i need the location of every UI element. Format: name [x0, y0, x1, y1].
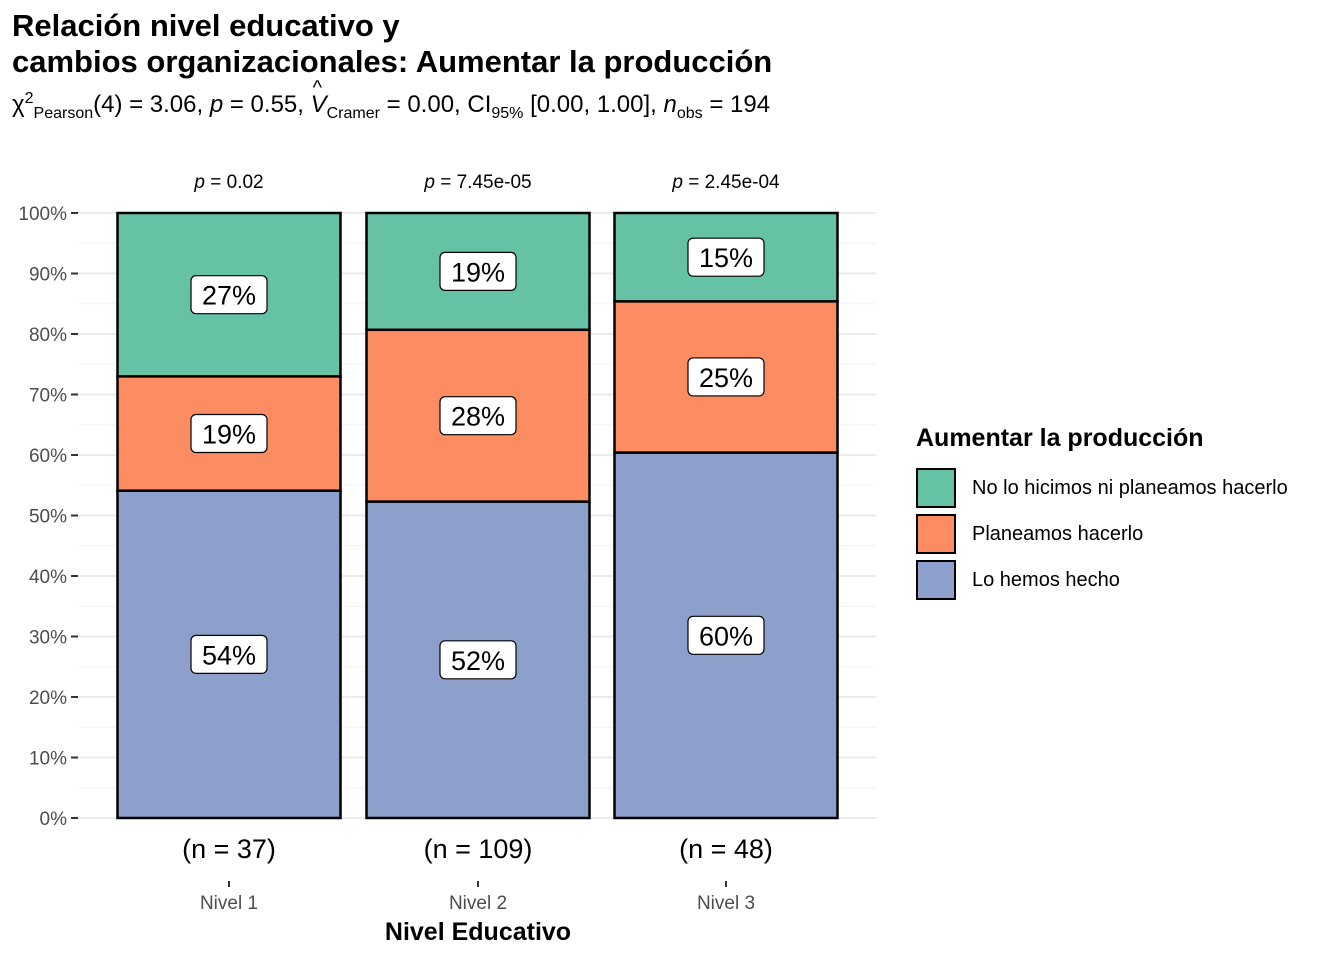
v-label: ^ V: [310, 77, 327, 119]
chi-value: (4) = 3.06,: [93, 91, 204, 118]
p-value-label: p = 0.02: [193, 172, 263, 193]
y-tick-label: 60%: [29, 446, 67, 467]
ci-sub: 95%: [491, 104, 524, 122]
y-tick-label: 50%: [29, 507, 67, 528]
data-label-box: [190, 275, 268, 315]
legend-label-1: Planeamos hacerlo: [972, 522, 1144, 545]
legend-key-0: [916, 468, 956, 508]
chi-sub: Pearson: [33, 104, 94, 122]
legend-item-1: Planeamos hacerlo: [916, 511, 1288, 557]
chart-subtitle: χ2Pearson(4) = 3.06, p = 0.55, ^ VCramer …: [12, 77, 771, 123]
p-value-label: p = 7.45e-05: [423, 172, 531, 193]
data-label-box: [687, 237, 765, 277]
y-tick-label: 0%: [40, 809, 68, 830]
data-label: 60%: [699, 621, 753, 651]
y-tick-label: 90%: [29, 265, 67, 286]
data-label: 25%: [699, 363, 753, 393]
data-label-box: [439, 396, 517, 436]
p-label: p: [209, 91, 224, 118]
y-tick-label: 80%: [29, 325, 67, 346]
chi-sup: 2: [24, 90, 34, 107]
p-value-label: p = 2.45e-04: [671, 172, 780, 193]
legend: Aumentar la producción No lo hicimos ni …: [916, 424, 1288, 603]
data-label: 54%: [202, 640, 256, 670]
data-label: 28%: [451, 402, 505, 432]
ci-value: [0.00, 1.00],: [530, 91, 657, 118]
data-label-box: [687, 357, 765, 397]
data-label-box: [439, 251, 517, 291]
data-label-box: [439, 640, 517, 680]
v-value: = 0.00,: [386, 91, 461, 118]
y-tick-label: 40%: [29, 567, 67, 588]
y-tick-label: 70%: [29, 386, 67, 407]
v-letter: V: [310, 91, 327, 118]
n-sub: obs: [676, 104, 703, 122]
data-label-box: [190, 634, 268, 674]
chi-symbol: χ: [12, 91, 25, 118]
n-label: (n = 109): [424, 834, 533, 864]
legend-key-2: [916, 560, 956, 600]
x-axis-title: Nivel Educativo: [385, 918, 571, 946]
ci-label: CI: [467, 91, 492, 118]
data-label-box: [687, 615, 765, 655]
n-label: n: [663, 91, 677, 118]
chart-title-line-2: cambios organizacionales: Aumentar la pr…: [12, 44, 773, 79]
legend-key-1: [916, 514, 956, 554]
y-tick-label: 30%: [29, 628, 67, 649]
y-tick-label: 10%: [29, 749, 67, 770]
n-label: (n = 37): [182, 834, 276, 864]
x-tick-label: Nivel 1: [200, 893, 258, 914]
data-label: 19%: [202, 420, 256, 450]
p-value: = 0.55,: [229, 91, 304, 118]
data-label: 52%: [451, 646, 505, 676]
y-tick-label: 100%: [18, 204, 67, 225]
y-tick-label: 20%: [29, 688, 67, 709]
legend-item-2: Lo hemos hecho: [916, 557, 1288, 603]
data-label: 27%: [202, 281, 256, 311]
v-sub: Cramer: [326, 104, 380, 122]
v-hat: ^: [312, 77, 322, 99]
n-label: (n = 48): [679, 834, 773, 864]
legend-label-2: Lo hemos hecho: [972, 568, 1120, 591]
chart-title: Relación nivel educativo y cambios organ…: [12, 8, 772, 80]
legend-label-0: No lo hicimos ni planeamos hacerlo: [972, 476, 1288, 499]
n-value: = 194: [709, 91, 771, 118]
data-label: 19%: [451, 257, 505, 287]
chart-title-line-1: Relación nivel educativo y: [12, 8, 400, 43]
x-tick-label: Nivel 3: [697, 893, 755, 914]
data-label-box: [190, 413, 268, 454]
legend-item-0: No lo hicimos ni planeamos hacerlo: [916, 465, 1288, 511]
data-label: 15%: [699, 243, 753, 273]
x-tick-label: Nivel 2: [449, 893, 507, 914]
legend-title: Aumentar la producción: [916, 424, 1204, 452]
